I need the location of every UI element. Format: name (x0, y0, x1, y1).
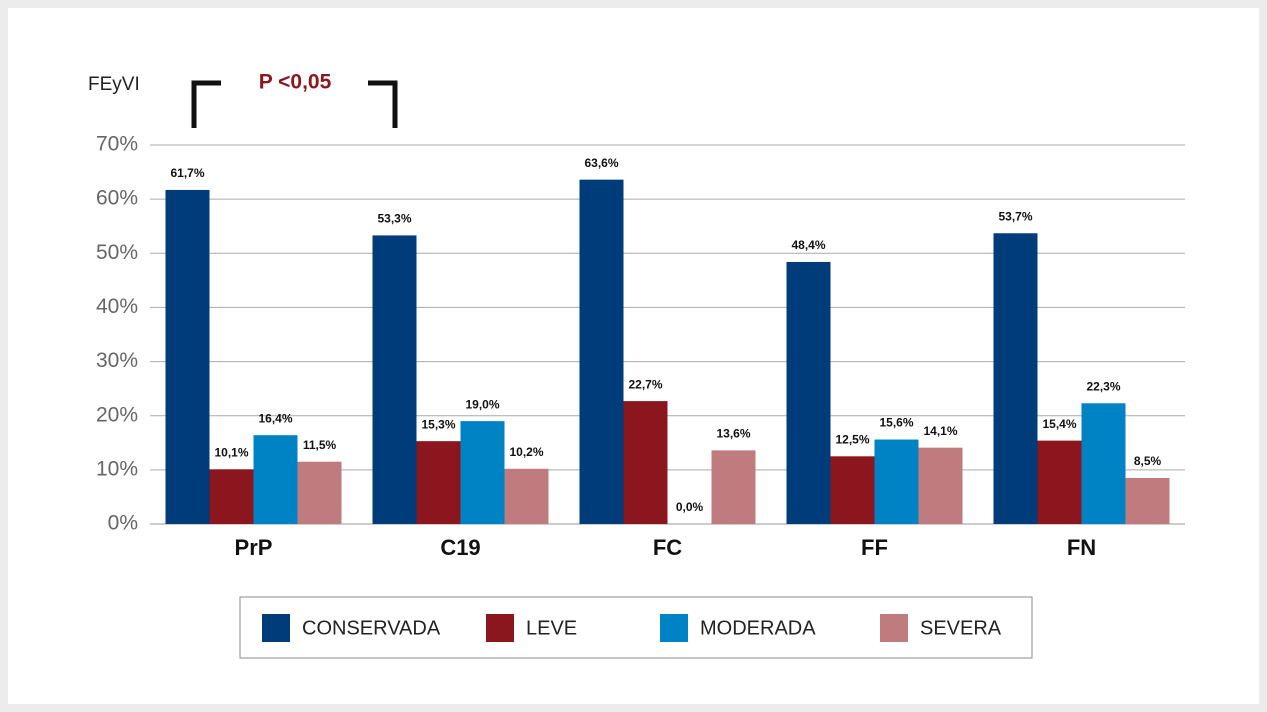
data-label: 10,2% (509, 445, 543, 459)
bar (416, 441, 461, 524)
bar (993, 233, 1038, 524)
data-label: 61,7% (170, 166, 204, 180)
legend-swatch (880, 614, 908, 642)
y-tick-label: 20% (96, 403, 138, 426)
data-label: 0,0% (676, 500, 704, 514)
bar (372, 235, 417, 524)
bar (786, 261, 831, 524)
data-label: 22,7% (628, 377, 662, 391)
data-label: 15,4% (1042, 417, 1076, 431)
data-label: 53,7% (998, 209, 1032, 223)
y-tick-label: 10% (96, 457, 138, 480)
data-label: 16,4% (258, 411, 292, 425)
data-label: 63,6% (584, 156, 618, 170)
bar (918, 447, 963, 524)
data-label: 12,5% (835, 432, 869, 446)
data-label: 8,5% (1134, 454, 1162, 468)
legend-swatch (486, 614, 514, 642)
x-tick-label: C19 (440, 535, 480, 560)
legend-label: CONSERVADA (302, 617, 441, 639)
legend-label: MODERADA (700, 617, 816, 639)
x-tick-label: PrP (235, 535, 273, 560)
annotation: P <0,05 (259, 71, 332, 94)
bar (874, 439, 919, 524)
bar (830, 456, 875, 524)
data-label: 15,6% (879, 416, 913, 430)
y-tick-label: 40% (96, 295, 138, 318)
bar (579, 179, 624, 524)
y-tick-label: 0% (108, 512, 138, 535)
bar (1037, 440, 1082, 524)
bar (165, 189, 210, 524)
bracket-right (368, 80, 398, 128)
chart-panel (8, 8, 1259, 704)
data-label: 19,0% (465, 397, 499, 411)
data-label: 22,3% (1086, 379, 1120, 393)
y-tick-label: 30% (96, 349, 138, 372)
data-label: 48,4% (791, 238, 825, 252)
x-tick-label: FF (861, 535, 888, 560)
bar (1125, 477, 1170, 524)
data-label: 13,6% (716, 427, 750, 441)
bar (623, 401, 668, 524)
y-tick-label: 60% (96, 187, 138, 210)
data-label: 53,3% (377, 212, 411, 226)
data-label: 10,1% (214, 445, 248, 459)
x-tick-label: FC (653, 535, 682, 560)
y-axis-label: FEyVI (88, 74, 140, 95)
bar (504, 468, 549, 524)
legend-label: LEVE (526, 617, 577, 639)
data-label: 11,5% (303, 438, 337, 452)
y-tick-label: 50% (96, 241, 138, 264)
bracket-left (191, 80, 221, 128)
bar (297, 461, 342, 524)
data-label: 14,1% (923, 424, 957, 438)
legend-label: SEVERA (920, 617, 1002, 639)
bar (209, 469, 254, 524)
bar (253, 435, 298, 524)
bar (711, 450, 756, 524)
bar (1081, 403, 1126, 524)
legend-swatch (262, 614, 290, 642)
bar (460, 421, 505, 524)
legend-swatch (660, 614, 688, 642)
x-tick-label: FN (1067, 535, 1096, 560)
y-tick-label: 70% (96, 133, 138, 156)
data-label: 15,3% (421, 417, 455, 431)
